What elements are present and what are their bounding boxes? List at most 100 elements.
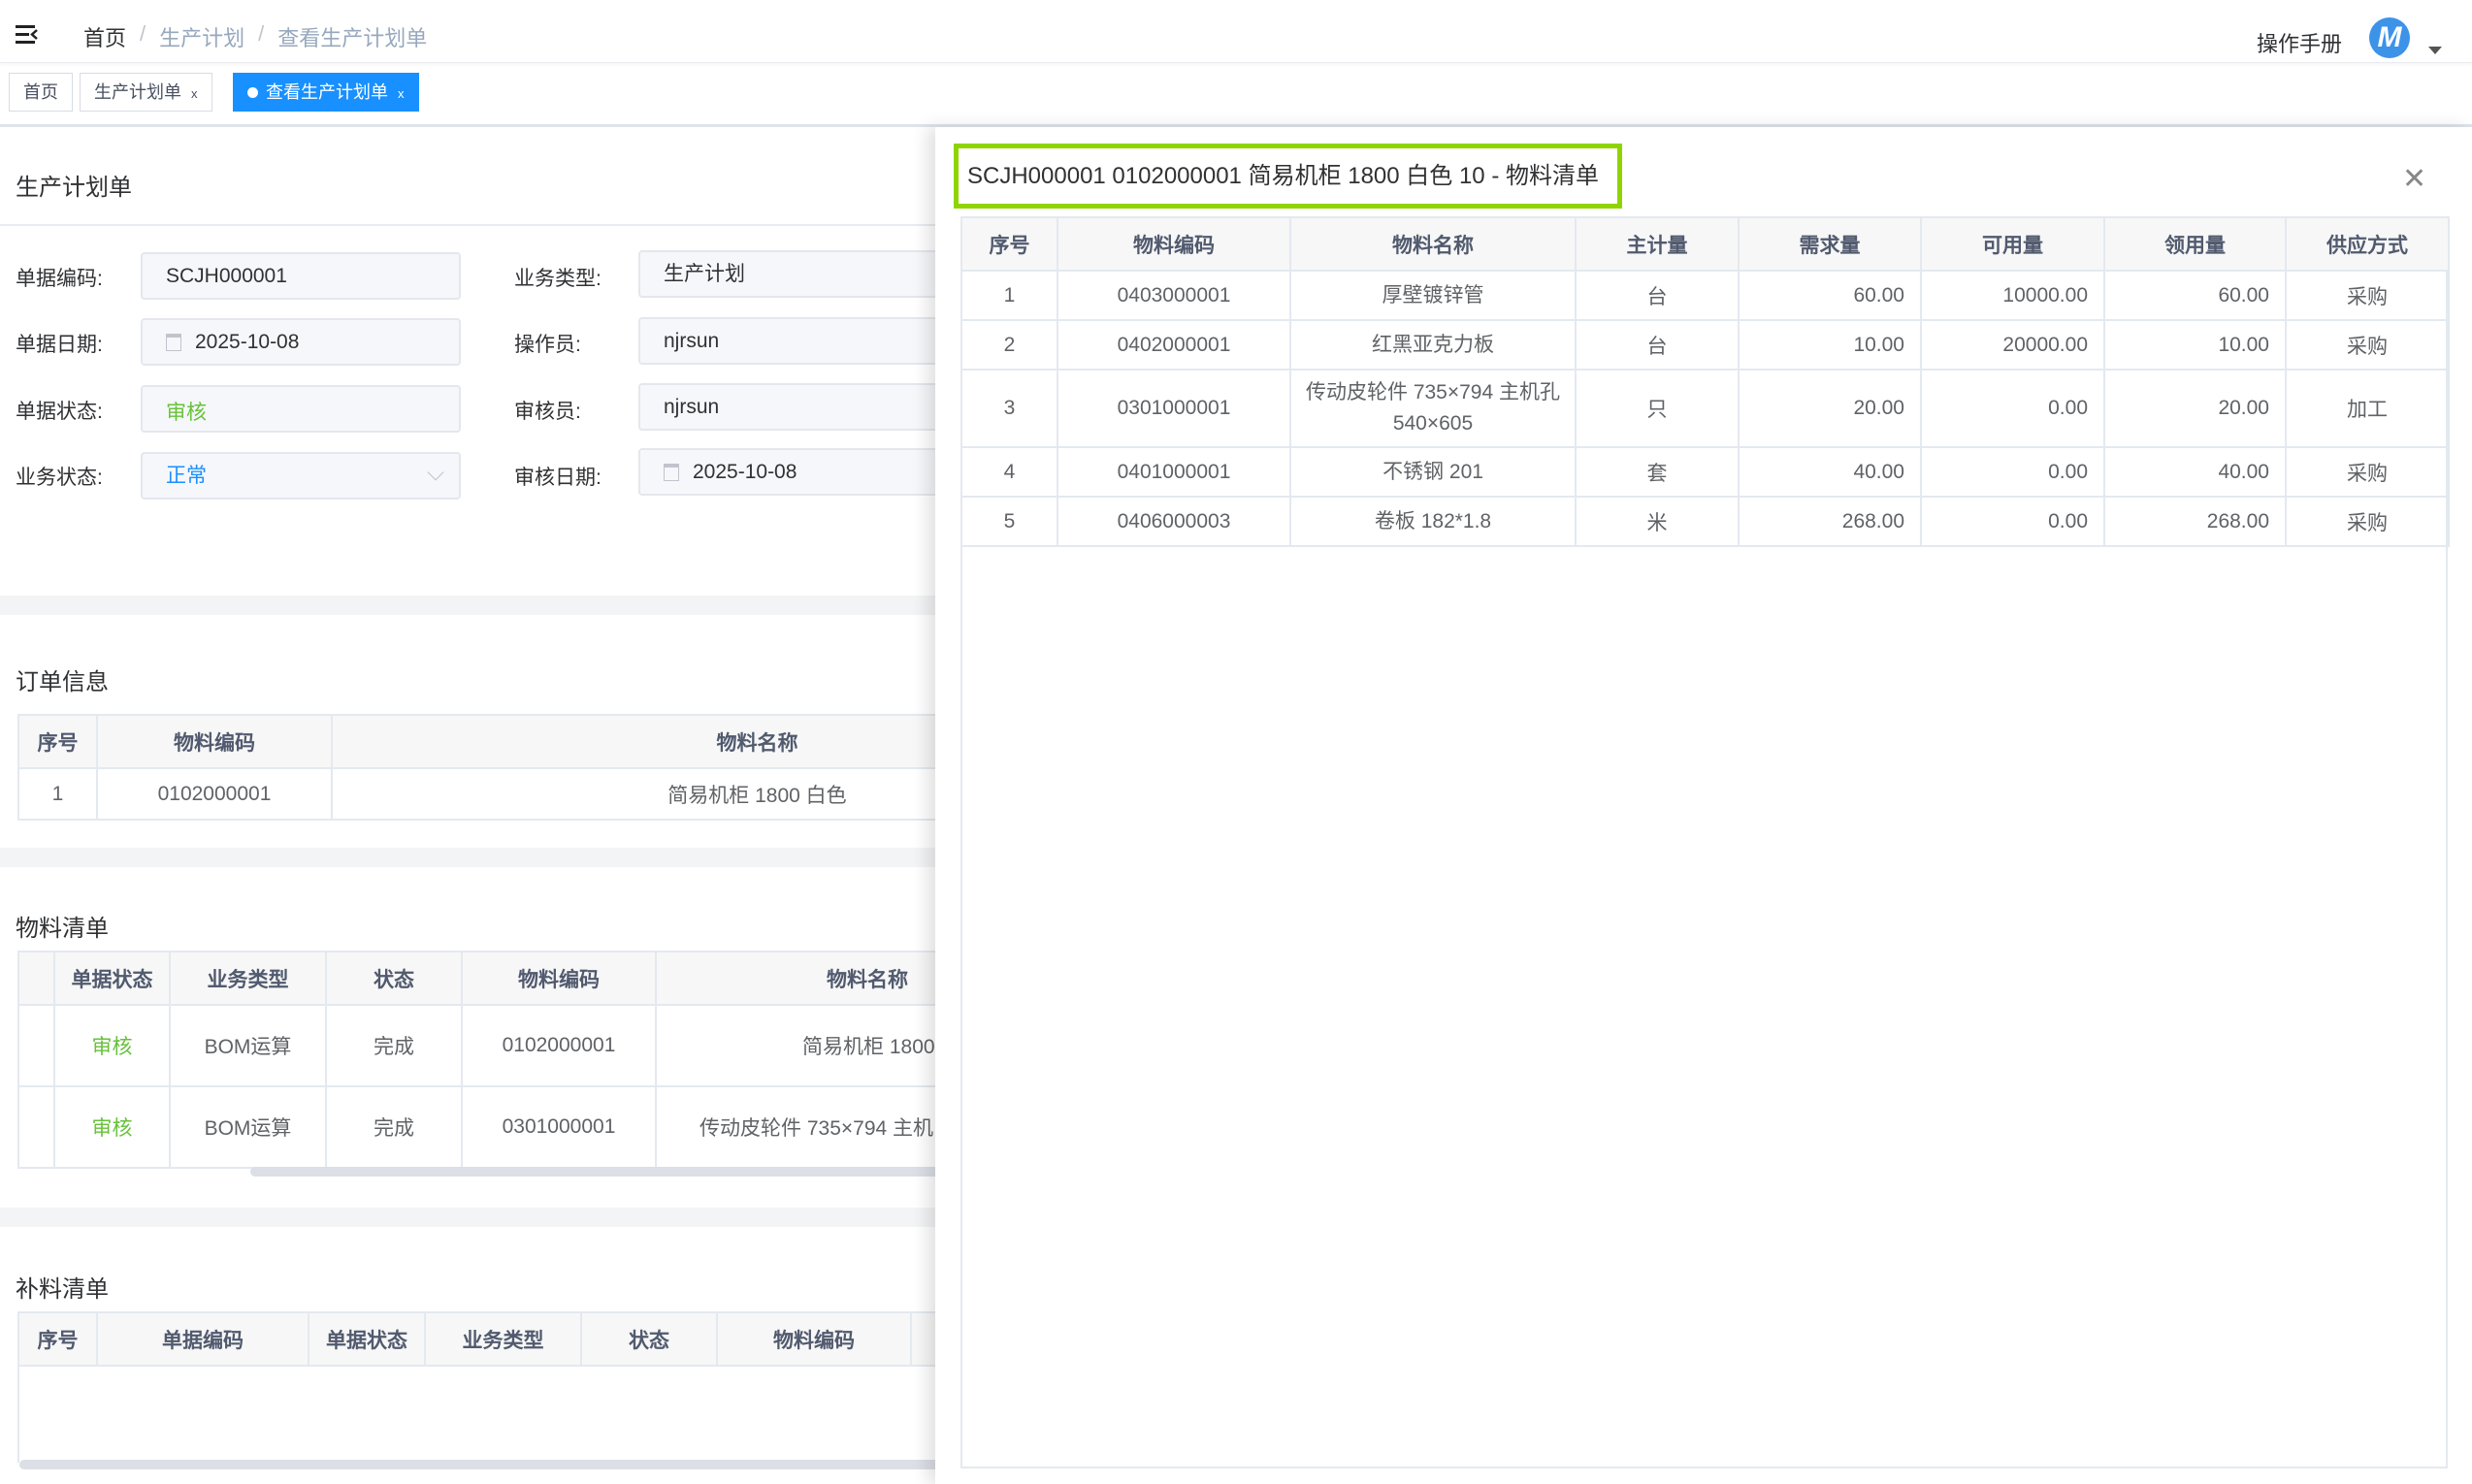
drawer-title: SCJH000001 0102000001 简易机柜 1800 白色 10 - … [954, 144, 1622, 209]
avatar[interactable]: M [2369, 17, 2410, 58]
doc-date-field[interactable]: 2025-10-08 [141, 318, 461, 366]
col-header: 单据编码 [96, 1311, 309, 1367]
menu-fold-icon[interactable] [16, 24, 39, 46]
doc-status-field: 审核 [141, 385, 461, 433]
cell: 10.00 [1738, 319, 1922, 371]
cell: 厚壁镀锌管 [1289, 270, 1577, 321]
label-audit-date: 审核日期: [514, 467, 602, 489]
bom-table: 单据状态 业务类型 状态 物料编码 物料名称 审核 BOM运算 完成 0102000001 简易… [17, 951, 935, 1169]
cell: 60.00 [1738, 270, 1922, 321]
table-row[interactable]: 2 0402000001 红黑亚克力板台 10.00 20000.00 10.00 采购 [960, 319, 2450, 371]
col-header: 业务类型 [424, 1311, 582, 1367]
cell: 完成 [325, 1085, 463, 1169]
cell: 20.00 [2103, 369, 2287, 448]
cell: 传动皮轮件 735×794 主机 [655, 1085, 935, 1169]
divider [0, 224, 935, 226]
section-gap [0, 848, 935, 867]
cell: 268.00 [2103, 496, 2287, 547]
cell: 0406000003 [1057, 496, 1291, 547]
col-header: 状态 [580, 1311, 718, 1367]
cell: 0.00 [1920, 369, 2105, 448]
col-header: 物料名称 [331, 714, 935, 769]
breadcrumb-home[interactable]: 首页 [83, 26, 127, 50]
col-header: 主计量 [1575, 216, 1740, 272]
main-content: 生产计划单 单据编码: SCJH000001 单据日期: 2025-10-08 … [0, 127, 935, 1484]
biz-status-select[interactable]: 正常 [141, 452, 461, 500]
cell: 采购 [2285, 496, 2450, 547]
cell: 简易机柜 1800 白色 [331, 767, 935, 821]
col-header: 单据状态 [53, 951, 171, 1006]
cell: 0401000001 [1057, 446, 1291, 498]
col-header: 可用量 [1920, 216, 2105, 272]
audit-date-field[interactable]: 2025-10-08 [638, 448, 935, 496]
section-gap [0, 596, 935, 615]
cell: 传动皮轮件 735×794 主机孔540×605 [1289, 369, 1577, 448]
cell: 加工 [2285, 369, 2450, 448]
order-info-title: 订单信息 [16, 669, 109, 695]
top-bar: 首页 / 生产计划 / 查看生产计划单 操作手册 M [0, 0, 2472, 63]
calendar-icon [166, 334, 181, 352]
cell [17, 1085, 55, 1169]
doc-code-field[interactable]: SCJH000001 [141, 252, 461, 300]
tab-home[interactable]: 首页 [9, 73, 73, 112]
label-biz-type: 业务类型: [514, 268, 602, 290]
cell: 40.00 [2103, 446, 2287, 498]
cell: 60.00 [2103, 270, 2287, 321]
close-icon[interactable]: ✕ [2402, 163, 2427, 195]
col-header: 物料名称 [1289, 216, 1577, 272]
cell: 1 [17, 767, 98, 821]
table-row: 1 0102000001 简易机柜 1800 白色 [17, 767, 935, 821]
table-row[interactable]: 3 0301000001 传动皮轮件 735×794 主机孔540×605 只 20.0… [960, 369, 2450, 448]
cell: 268.00 [1738, 496, 1922, 547]
table-row[interactable]: 1 0403000001 厚壁镀锌管台 60.00 10000.00 60.00 采购 [960, 270, 2450, 321]
bom-title: 物料清单 [16, 916, 109, 942]
cell: 3 [960, 369, 1058, 448]
label-doc-date: 单据日期: [16, 334, 103, 356]
tab-label: 查看生产计划单 [266, 82, 388, 102]
label-auditor: 审核员: [514, 401, 581, 423]
table-row[interactable]: 审核 BOM运算 完成 0102000001 简易机柜 1800 [17, 1004, 935, 1087]
col-header: 物料名称 [655, 951, 935, 1006]
cell: 完成 [325, 1004, 463, 1087]
manual-link[interactable]: 操作手册 [2257, 32, 2343, 56]
section-gap [0, 1208, 935, 1227]
auditor-field[interactable]: njrsun [638, 383, 935, 431]
horizontal-scrollbar[interactable] [19, 1460, 935, 1469]
horizontal-scrollbar[interactable] [250, 1167, 935, 1177]
cell: 采购 [2285, 270, 2450, 321]
col-header: 业务类型 [169, 951, 327, 1006]
label-biz-status: 业务状态: [16, 467, 103, 489]
label-doc-status: 单据状态: [16, 401, 103, 423]
col-header: 单据状态 [308, 1311, 426, 1367]
col-header: 物料编码 [1057, 216, 1291, 272]
cell: 0102000001 [96, 767, 333, 821]
biz-type-select[interactable]: 生产计划 [638, 250, 935, 298]
cell: 4 [960, 446, 1058, 498]
table-row[interactable]: 4 0401000001 不锈钢 201 套 40.00 0.00 40.00 采购 [960, 446, 2450, 498]
cell: 40.00 [1738, 446, 1922, 498]
cell: 套 [1575, 446, 1740, 498]
breadcrumb-plan[interactable]: 生产计划 [159, 26, 245, 50]
col-header: 状态 [325, 951, 463, 1006]
table-row[interactable]: 5 0406000003 卷板 182*1.8 米 268.00 0.00 268.00 采购 [960, 496, 2450, 547]
caret-down-icon[interactable] [2428, 47, 2442, 54]
empty-row [17, 1365, 935, 1463]
table-row[interactable]: 审核 BOM运算 完成 0301000001 传动皮轮件 735×794 主机 [17, 1085, 935, 1169]
cell [17, 1004, 55, 1087]
cell: 0301000001 [1057, 369, 1291, 448]
tab-view-production-plan[interactable]: 查看生产计划单 x [233, 73, 419, 112]
chevron-down-icon [427, 464, 444, 481]
col-header: 序号 [960, 216, 1058, 272]
cell: BOM运算 [169, 1004, 327, 1087]
cell: 10.00 [2103, 319, 2287, 371]
operator-field[interactable]: njrsun [638, 317, 935, 365]
cell: 只 [1575, 369, 1740, 448]
close-icon[interactable]: x [191, 86, 198, 101]
tab-production-plan[interactable]: 生产计划单 x [80, 73, 212, 112]
col-header: 序号 [17, 714, 98, 769]
close-icon[interactable]: x [398, 86, 405, 101]
doc-date-value: 2025-10-08 [195, 331, 300, 353]
cell: 不锈钢 201 [1289, 446, 1577, 498]
supplement-title: 补料清单 [16, 1276, 109, 1303]
table-header: 单据状态 业务类型 状态 物料编码 物料名称 [17, 951, 935, 1006]
